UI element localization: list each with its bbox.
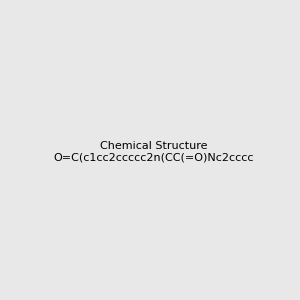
Text: Chemical Structure
O=C(c1cc2ccccc2n(CC(=O)Nc2cccc: Chemical Structure O=C(c1cc2ccccc2n(CC(=…: [53, 141, 254, 162]
